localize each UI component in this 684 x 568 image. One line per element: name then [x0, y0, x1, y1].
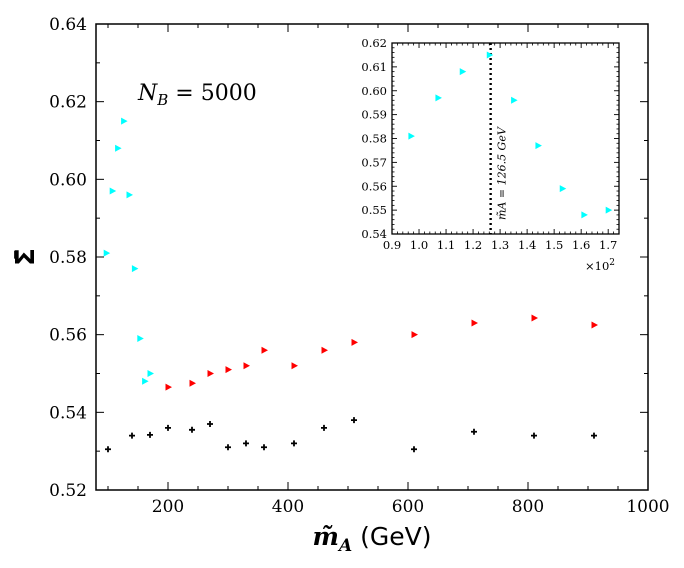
- data-point-red: [351, 338, 358, 346]
- data-point-cyan: [115, 144, 122, 152]
- data-point-cyan: [131, 265, 139, 273]
- data-point-red: [591, 321, 598, 329]
- x-axis-title: m̃A (GeV): [313, 522, 432, 556]
- inset-y-tick-label: 0.60: [361, 84, 387, 98]
- data-point-red: [243, 362, 250, 370]
- y-tick-label: 0.58: [49, 248, 87, 268]
- data-point-red: [471, 319, 478, 327]
- data-point-black: [105, 446, 111, 453]
- data-point-black: [129, 432, 135, 439]
- inset-data-point: [486, 51, 494, 59]
- data-point-cyan: [121, 117, 128, 125]
- x-tick-label: 1000: [626, 497, 669, 517]
- annotation-label: NB = 5000: [137, 81, 257, 109]
- data-point-black: [189, 426, 195, 433]
- data-point-red: [321, 346, 328, 354]
- data-point-black: [291, 440, 297, 447]
- inset-x-multiplier-base: ×10: [585, 259, 609, 273]
- y-tick-label: 0.54: [49, 403, 87, 423]
- data-point-black: [165, 424, 171, 431]
- data-point-black: [411, 446, 417, 453]
- x-tick-label: 200: [152, 497, 184, 517]
- data-point-red: [291, 362, 298, 370]
- data-point-black: [147, 431, 153, 438]
- inset-y-tick-label: 0.55: [361, 203, 387, 217]
- main-plot: 200 400 600 800 1000 0.52 0.54 0.56 0.58 0.60 0.62…: [11, 15, 670, 556]
- inset-x-tick-label: 1.3: [491, 238, 509, 252]
- y-axis-title: Σ̄: [11, 248, 41, 266]
- annotation-subscript: B: [156, 91, 168, 109]
- x-axis-subscript: A: [337, 536, 352, 556]
- inset-data-point: [459, 68, 467, 76]
- inset-y-tick-label: 0.58: [361, 132, 387, 146]
- data-point-cyan: [137, 335, 144, 343]
- inset-y-tick-label: 0.59: [361, 108, 387, 122]
- data-point-black: [351, 417, 357, 424]
- data-point-cyan: [103, 249, 111, 257]
- data-point-red: [531, 314, 538, 322]
- data-point-black: [243, 440, 249, 447]
- inset-x-tick-label: 1.5: [545, 238, 563, 252]
- inset-x-tick-label: 1.6: [572, 238, 590, 252]
- inset-x-tick-label: 1.7: [599, 238, 617, 252]
- data-point-black: [261, 444, 267, 451]
- y-tick-label: 0.56: [49, 326, 87, 346]
- data-point-red: [261, 346, 268, 354]
- inset-marker-label: m̃A = 126.5 GeV: [496, 126, 509, 220]
- data-point-red: [165, 383, 172, 391]
- data-point-black: [225, 444, 231, 451]
- annotation-symbol: N: [137, 81, 158, 106]
- inset-y-tick-label: 0.54: [361, 227, 387, 241]
- data-point-red: [189, 379, 196, 387]
- inset-x-tick-label: 1.4: [518, 238, 536, 252]
- inset-x-tick-label: 1.2: [464, 238, 482, 252]
- inset-y-tick-label: 0.56: [361, 179, 387, 193]
- inset-plot: 0.9 1.0 1.1 1.2 1.3 1.4 1.5 1.6 1.7 0.54 0.55 0.56 0…: [347, 35, 634, 273]
- y-tick-label: 0.52: [49, 481, 87, 501]
- x-axis-symbol: m̃: [313, 522, 339, 551]
- y-tick-label: 0.62: [49, 93, 87, 113]
- y-tick-label: 0.60: [49, 170, 87, 190]
- data-point-black: [207, 420, 213, 427]
- x-tick-label: 400: [272, 497, 304, 517]
- inset-data-point: [535, 142, 542, 150]
- inset-x-multiplier: ×102: [585, 258, 615, 273]
- data-point-red: [207, 370, 214, 377]
- inset-data-point: [511, 96, 518, 104]
- inset-x-tick-label: 0.9: [383, 238, 401, 252]
- data-point-cyan: [109, 187, 117, 195]
- data-point-black: [321, 424, 327, 431]
- data-point-black: [531, 432, 537, 439]
- data-point-black: [591, 432, 597, 439]
- inset-data-point: [581, 211, 588, 219]
- inset-x-tick-label: 1.1: [437, 238, 455, 252]
- inset-x-tick-label: 1.0: [410, 238, 428, 252]
- data-point-cyan: [142, 377, 149, 385]
- data-point-cyan: [147, 370, 154, 377]
- inset-y-tick-label: 0.62: [361, 36, 387, 50]
- data-point-cyan: [126, 191, 133, 199]
- inset-data-point: [408, 132, 415, 140]
- annotation-value: = 5000: [168, 81, 256, 106]
- x-axis-unit: (GeV): [352, 522, 431, 551]
- data-point-red: [225, 366, 232, 374]
- x-tick-label: 800: [512, 497, 544, 517]
- inset-x-multiplier-exponent: 2: [609, 258, 615, 268]
- inset-y-tick-label: 0.57: [361, 155, 387, 169]
- inset-data-point: [605, 206, 613, 214]
- inset-data-point: [435, 94, 442, 102]
- data-point-black: [471, 428, 477, 435]
- inset-y-tick-label: 0.61: [361, 60, 387, 74]
- data-point-red: [411, 331, 418, 339]
- y-tick-label: 0.64: [49, 15, 87, 35]
- x-tick-label: 600: [392, 497, 424, 517]
- inset-data-point: [559, 185, 567, 193]
